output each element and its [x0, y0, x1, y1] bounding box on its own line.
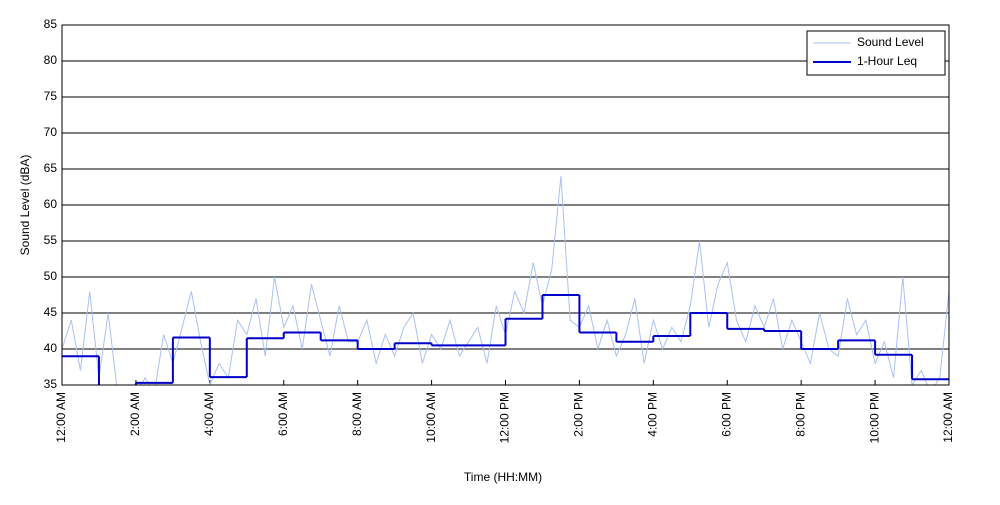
plot-frame: [61, 24, 950, 386]
x-tick-label: 8:00 AM: [350, 392, 364, 436]
x-tick-label: 10:00 AM: [424, 392, 438, 443]
y-tick-label: 75: [44, 89, 58, 103]
x-tick-label: 12:00 PM: [498, 392, 512, 443]
x-tick-label: 8:00 PM: [793, 392, 807, 437]
x-tick-label: 10:00 PM: [867, 392, 881, 443]
x-tick-label: 2:00 PM: [572, 392, 586, 437]
x-tick-label: 4:00 AM: [202, 392, 216, 436]
y-tick-label: 60: [44, 197, 58, 211]
x-tick-label: 4:00 PM: [646, 392, 660, 437]
y-axis-label: Sound Level (dBA): [18, 155, 32, 256]
y-tick-label: 70: [44, 125, 58, 139]
y-tick-label: 35: [44, 377, 58, 391]
y-tick-label: 40: [44, 341, 58, 355]
y-tick-label: 50: [44, 269, 58, 283]
x-tick-label: 2:00 AM: [128, 392, 142, 436]
y-tick-label: 55: [44, 233, 58, 247]
y-tick-label: 85: [44, 17, 58, 31]
x-tick-label: 6:00 PM: [719, 392, 733, 437]
y-tick-label: 45: [44, 305, 58, 319]
legend-label: 1-Hour Leq: [857, 54, 917, 68]
y-tick-label: 80: [44, 53, 58, 67]
legend-label: Sound Level: [857, 35, 924, 49]
y-tick-label: 65: [44, 161, 58, 175]
x-tick-label: 6:00 AM: [276, 392, 290, 436]
plot-series: [62, 176, 949, 385]
x-axis-label: Time (HH:MM): [464, 470, 542, 484]
x-tick-label: 12:00 AM: [54, 392, 68, 443]
legend-box: [806, 30, 946, 76]
x-tick-label: 12:00 AM: [941, 392, 955, 443]
